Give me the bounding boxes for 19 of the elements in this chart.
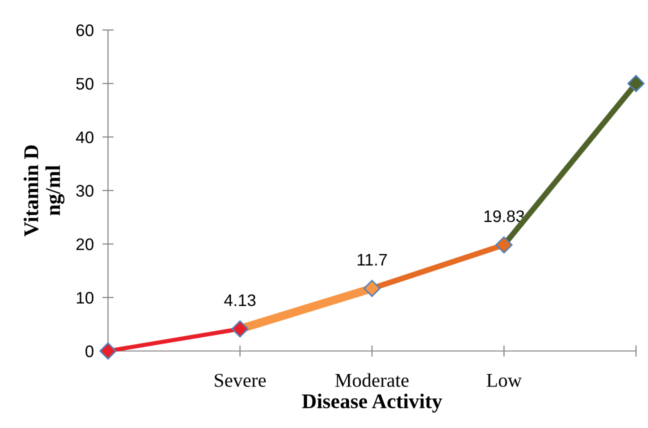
x-tick-label: Severe bbox=[214, 374, 266, 387]
point bbox=[627, 74, 645, 92]
data-label: 4.13 bbox=[224, 294, 256, 306]
point bbox=[495, 236, 513, 254]
y-tick-label: 40 bbox=[76, 131, 94, 144]
x-axis-title: Disease Activity bbox=[302, 394, 442, 413]
x-tick-label: Moderate bbox=[335, 373, 409, 387]
y-tick-label: 0 bbox=[85, 345, 94, 358]
point bbox=[99, 342, 117, 360]
y-tick-label: 20 bbox=[76, 238, 94, 250]
y-tick-label: 50 bbox=[76, 78, 94, 90]
x-tick-label: Low bbox=[486, 374, 522, 387]
y-tick-label: 30 bbox=[76, 184, 94, 197]
y-tick-label: 60 bbox=[76, 24, 94, 36]
data-label: 11.7 bbox=[358, 254, 387, 266]
point bbox=[363, 280, 381, 297]
point bbox=[231, 320, 249, 338]
y-axis-title: Vitamin D ng/ml bbox=[24, 145, 64, 236]
y-tick-label: 10 bbox=[76, 292, 94, 304]
